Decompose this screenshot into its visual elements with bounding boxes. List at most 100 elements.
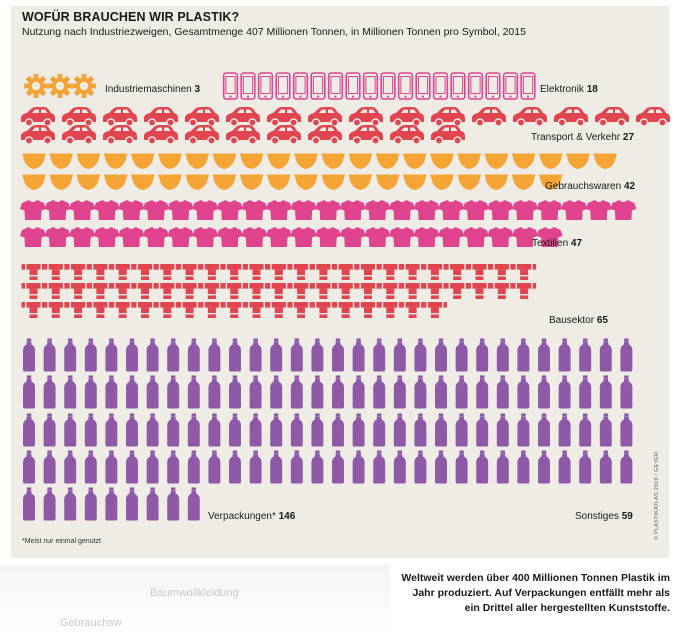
- bottle-symbol: [208, 413, 221, 447]
- pipe-symbol: [155, 264, 180, 280]
- tshirt-symbol: [413, 200, 440, 220]
- pipe-symbol: [467, 283, 492, 299]
- pipe-symbol: [133, 264, 157, 280]
- bowl-symbol: [376, 153, 400, 169]
- bottle-symbol: [579, 338, 592, 372]
- bowl-symbol: [240, 153, 264, 169]
- bottle-symbol: [496, 375, 509, 409]
- tshirt-symbol: [241, 227, 268, 247]
- car-symbol: [267, 107, 301, 127]
- bottle-symbol: [558, 413, 571, 447]
- bottle-symbol: [84, 375, 97, 409]
- pipe-symbol: [110, 302, 135, 318]
- car-symbol: [472, 107, 506, 127]
- bottle-symbol: [126, 375, 138, 409]
- bottle-symbol: [270, 450, 283, 484]
- bottle-symbol: [126, 487, 138, 521]
- tshirt-symbol: [143, 227, 169, 247]
- category-label: Sonstiges 59: [575, 511, 633, 522]
- bottle-symbol: [393, 338, 406, 372]
- pipe-symbol: [266, 302, 291, 318]
- bottle-symbol: [414, 375, 427, 409]
- tshirt-symbol: [512, 200, 538, 220]
- pipe-symbol: [110, 264, 135, 280]
- bottle-symbol: [146, 413, 159, 447]
- bottle-symbol: [332, 450, 344, 484]
- pipe-symbol: [333, 264, 358, 280]
- gear-symbol: [72, 74, 96, 98]
- bottle-symbol: [455, 375, 468, 409]
- bottle-symbol: [496, 450, 509, 484]
- pipe-symbol: [244, 283, 269, 299]
- pipe-symbol: [289, 283, 314, 299]
- bottle-symbol: [84, 487, 97, 521]
- tshirt-symbol: [241, 200, 268, 220]
- bottle-symbol: [64, 450, 77, 484]
- tshirt-symbol: [69, 227, 96, 247]
- bowl-symbol: [539, 174, 563, 190]
- bottle-symbol: [187, 450, 200, 484]
- bottle-symbol: [620, 450, 633, 484]
- pipe-symbol: [88, 264, 113, 280]
- bottle-symbol: [558, 450, 571, 484]
- pipe-symbol: [266, 283, 291, 299]
- bottle-symbol: [229, 338, 241, 372]
- pipe-symbol: [199, 264, 224, 280]
- chart-subtitle: Nutzung nach Industriezweigen, Gesamtmen…: [22, 26, 526, 38]
- pipe-symbol: [356, 302, 380, 318]
- bowl-symbol: [158, 153, 182, 169]
- bottle-symbol: [249, 413, 262, 447]
- bottle-symbol: [311, 375, 324, 409]
- bottle-symbol: [64, 487, 77, 521]
- bottle-symbol: [290, 413, 303, 447]
- car-symbol: [185, 107, 219, 127]
- bottle-symbol: [84, 413, 97, 447]
- bottle-symbol: [43, 413, 56, 447]
- bottle-symbol: [558, 375, 571, 409]
- category-label: Transport & Verkehr 27: [531, 132, 634, 143]
- tshirt-symbol: [118, 200, 145, 220]
- gear-symbol: [48, 74, 72, 98]
- car-symbol: [21, 125, 55, 145]
- car-symbol: [431, 107, 465, 127]
- bottle-symbol: [599, 375, 612, 409]
- bottle-symbol: [167, 413, 180, 447]
- bowl-symbol: [294, 153, 318, 169]
- smartphone-symbol: [327, 72, 344, 100]
- bottle-symbol: [496, 338, 509, 372]
- bottle-symbol: [229, 450, 241, 484]
- smartphone-symbol: [520, 72, 536, 100]
- bottle-symbol: [332, 338, 344, 372]
- tshirt-symbol: [339, 227, 366, 247]
- pipe-symbol: [400, 264, 425, 280]
- bottle-symbol: [208, 450, 221, 484]
- tshirt-symbol: [167, 227, 194, 247]
- tshirt-symbol: [69, 200, 96, 220]
- bottle-symbol: [352, 450, 365, 484]
- bottle-symbol: [517, 375, 530, 409]
- pipe-symbol: [378, 264, 403, 280]
- bottle-symbol: [249, 450, 262, 484]
- bowl-symbol: [22, 174, 46, 190]
- tshirt-symbol: [93, 227, 120, 247]
- tshirt-symbol: [536, 227, 563, 247]
- car-symbol: [62, 125, 96, 145]
- bottle-symbol: [290, 375, 303, 409]
- pipe-symbol: [43, 302, 68, 318]
- tshirt-symbol: [413, 227, 440, 247]
- pipe-symbol: [333, 283, 358, 299]
- pipe-symbol: [400, 302, 425, 318]
- bottle-symbol: [620, 338, 633, 372]
- tshirt-symbol: [389, 227, 415, 247]
- tshirt-symbol: [192, 227, 219, 247]
- bottle-symbol: [620, 413, 633, 447]
- bottle-symbol: [373, 450, 386, 484]
- bowl-symbol: [76, 174, 100, 190]
- smartphone-symbol: [485, 72, 501, 100]
- bottle-symbol: [579, 413, 592, 447]
- smartphone-symbol: [502, 72, 519, 100]
- bottle-symbol: [620, 375, 633, 409]
- bowl-symbol: [484, 174, 508, 190]
- pipe-symbol: [21, 302, 46, 318]
